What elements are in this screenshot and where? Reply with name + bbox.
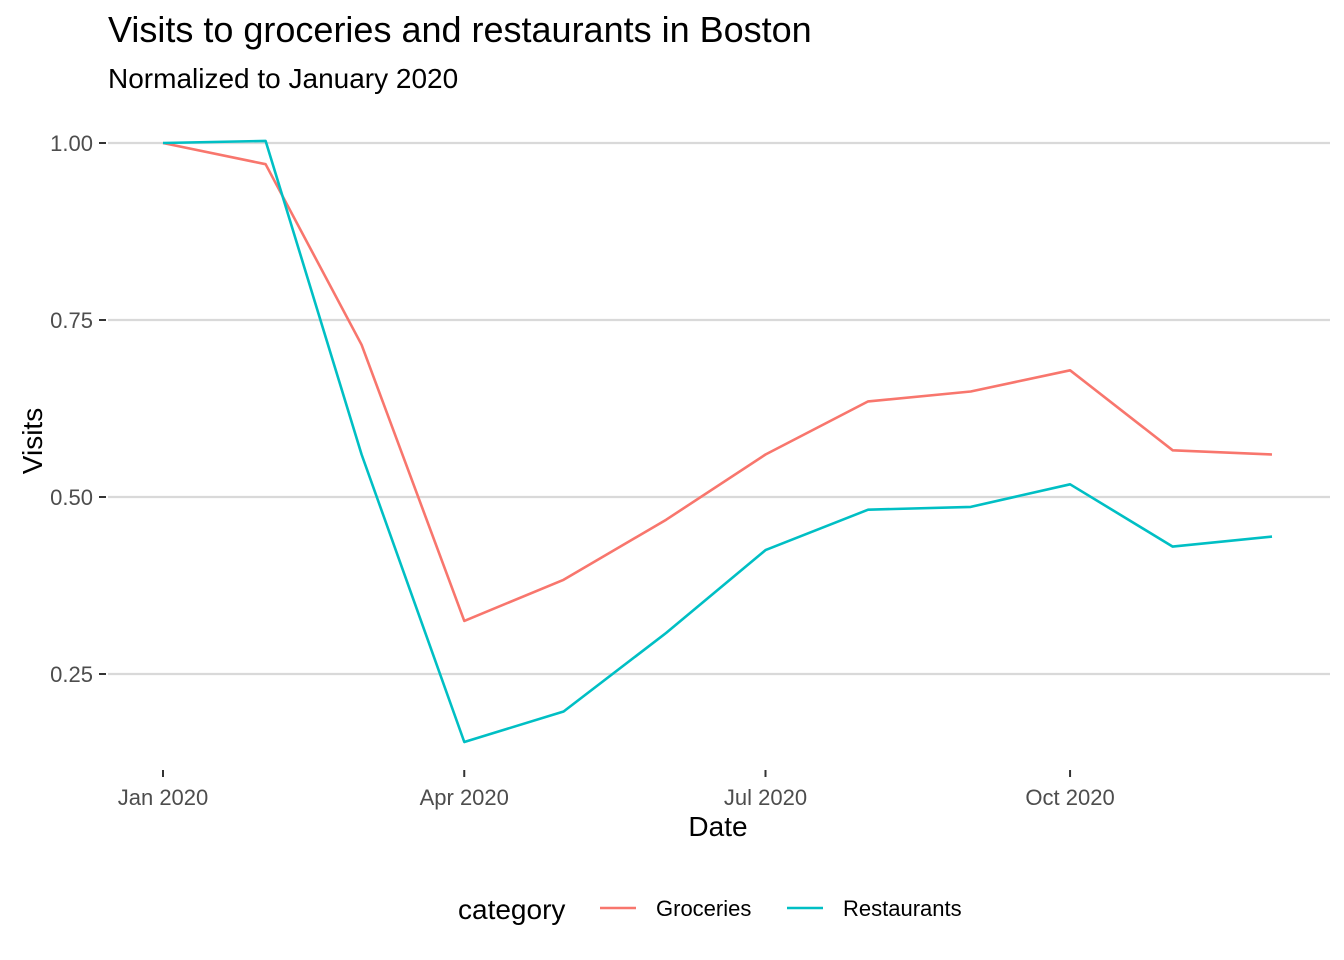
x-axis-title: Date <box>688 811 747 842</box>
y-axis: 0.25 0.50 0.75 1.00 <box>50 131 106 687</box>
plot-panel <box>162 139 1273 744</box>
x-tick-label: Apr 2020 <box>420 785 509 810</box>
y-tick-label: 0.25 <box>50 662 93 687</box>
y-tick-label: 0.50 <box>50 485 93 510</box>
chart-subtitle: Normalized to January 2020 <box>108 63 458 94</box>
y-tick-label: 0.75 <box>50 308 93 333</box>
legend: category Groceries Restaurants <box>458 894 962 925</box>
x-tick-label: Oct 2020 <box>1025 785 1114 810</box>
legend-label-groceries: Groceries <box>656 896 751 921</box>
y-tick-label: 1.00 <box>50 131 93 156</box>
chart-title: Visits to groceries and restaurants in B… <box>108 9 812 50</box>
y-axis-title: Visits <box>17 408 48 474</box>
legend-label-restaurants: Restaurants <box>843 896 962 921</box>
series-line-restaurants <box>162 139 1273 744</box>
gridlines <box>108 141 1330 676</box>
legend-title: category <box>458 894 565 925</box>
x-tick-label: Jul 2020 <box>724 785 807 810</box>
series-line-groceries <box>162 141 1273 623</box>
x-axis: Jan 2020 Apr 2020 Jul 2020 Oct 2020 <box>118 770 1115 810</box>
x-tick-label: Jan 2020 <box>118 785 209 810</box>
